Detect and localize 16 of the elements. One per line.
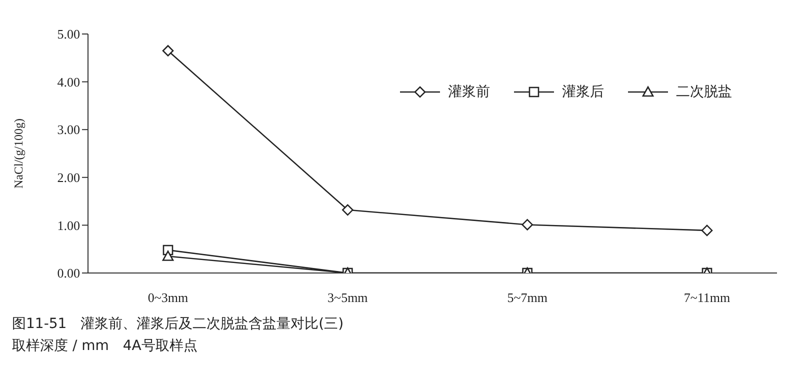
text: 取样深度 / mm 4A号取样点 [12,337,198,356]
y-axis-title: NaCl/(g/100g) [11,118,26,188]
text: 图11-51 灌浆前、灌浆后及二次脱盐含盐量对比(三) [12,315,345,334]
y-tick-label: 4.00 [57,74,80,90]
x-tick-label: 5~7mm [507,290,548,306]
legend-label: 二次脱盐 [676,83,732,101]
y-tick-label: 3.00 [57,122,80,138]
x-tick-label: 0~3mm [148,290,188,306]
x-tick-label: 7~11mm [684,290,730,306]
y-tick-label: 5.00 [57,26,80,42]
y-tick-label: 2.00 [57,170,80,186]
legend-label: 灌浆后 [562,83,604,101]
y-tick-label: 0.00 [57,266,80,281]
legend-label: 灌浆前 [448,83,490,101]
x-tick-label: 3~5mm [328,290,368,306]
y-tick-label: 1.00 [57,218,80,233]
